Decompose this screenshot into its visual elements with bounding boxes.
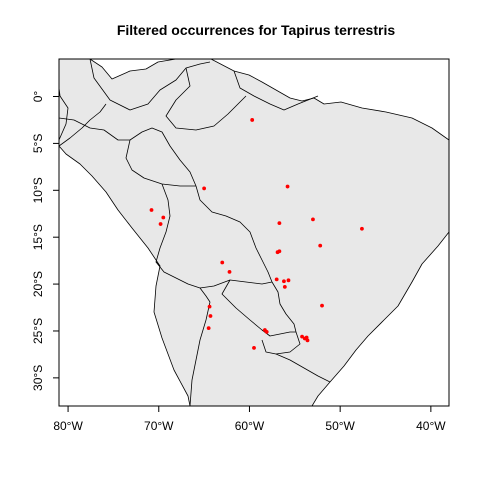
occurrence-point: [252, 345, 256, 350]
y-axis: 0° 5°S 10°S 15°S 20°S 25°S 30°S: [31, 91, 59, 391]
border-chile-argentina: [189, 301, 211, 406]
occurrence-point: [220, 260, 225, 265]
occurrence-point: [360, 226, 364, 231]
border-argentina-brazil: [261, 331, 301, 355]
occurrence-point: [250, 118, 255, 122]
occurrence-point: [206, 326, 211, 331]
occurrence-point: [282, 284, 287, 289]
occurrence-point: [285, 184, 290, 189]
border-paraguay-argentina: [221, 279, 296, 337]
occurrence-point: [318, 243, 323, 248]
border-peru-brazil: [125, 139, 196, 187]
x-axis: 80°W 70°W 60°W 50°W 40°W: [53, 406, 446, 433]
y-tick-label: 20°S: [31, 271, 45, 297]
occurrence-point: [149, 208, 154, 212]
x-tick-label: 60°W: [235, 419, 265, 433]
ecuador-coast: [59, 87, 69, 141]
chart-title: Filtered occurrences for Tapirus terrest…: [117, 22, 395, 38]
occurrence-point: [161, 215, 166, 220]
occurrence-point: [227, 269, 232, 274]
border-bolivia-chile: [155, 261, 211, 303]
occurrence-points: [149, 118, 364, 350]
occurrence-point: [311, 217, 315, 222]
y-tick-label: 10°S: [31, 177, 45, 203]
border-paraguay-brazil: [271, 281, 297, 333]
y-tick-label: 0°: [31, 91, 45, 103]
border-ecuador-peru: [59, 103, 107, 147]
border-colombia-ecuador-peru: [59, 117, 197, 187]
border-uruguay: [275, 353, 331, 383]
border-venezuela-brazil: [165, 67, 247, 131]
south-america-landmass: [59, 59, 449, 406]
occurrence-point: [202, 186, 207, 191]
occurrence-point: [300, 334, 304, 339]
y-tick-label: 25°S: [31, 318, 45, 344]
occurrence-point: [274, 277, 279, 282]
x-tick-label: 70°W: [144, 419, 174, 433]
y-tick-label: 5°S: [31, 134, 45, 153]
occurrence-point: [264, 330, 269, 334]
occurrence-point: [207, 304, 212, 309]
y-tick-label: 15°S: [31, 224, 45, 250]
occurrence-point: [282, 279, 286, 284]
y-tick-label: 30°S: [31, 365, 45, 391]
map-area: [59, 59, 449, 406]
border-bolivia-brazil: [195, 185, 273, 283]
x-tick-label: 50°W: [325, 419, 355, 433]
x-tick-label: 40°W: [416, 419, 446, 433]
plot-frame: [58, 58, 450, 407]
occurrence-point: [158, 222, 163, 226]
border-bolivia-paraguay-argentina: [199, 279, 273, 289]
border-colombia-venezuela: [89, 59, 211, 111]
x-tick-label: 80°W: [53, 419, 83, 433]
occurrence-point: [305, 338, 310, 343]
occurrence-point: [286, 278, 291, 283]
border-guyanas: [233, 70, 319, 111]
occurrence-point: [277, 249, 282, 254]
occurrence-point: [277, 221, 282, 226]
occurrence-point: [320, 303, 324, 308]
occurrence-point: [208, 314, 213, 318]
